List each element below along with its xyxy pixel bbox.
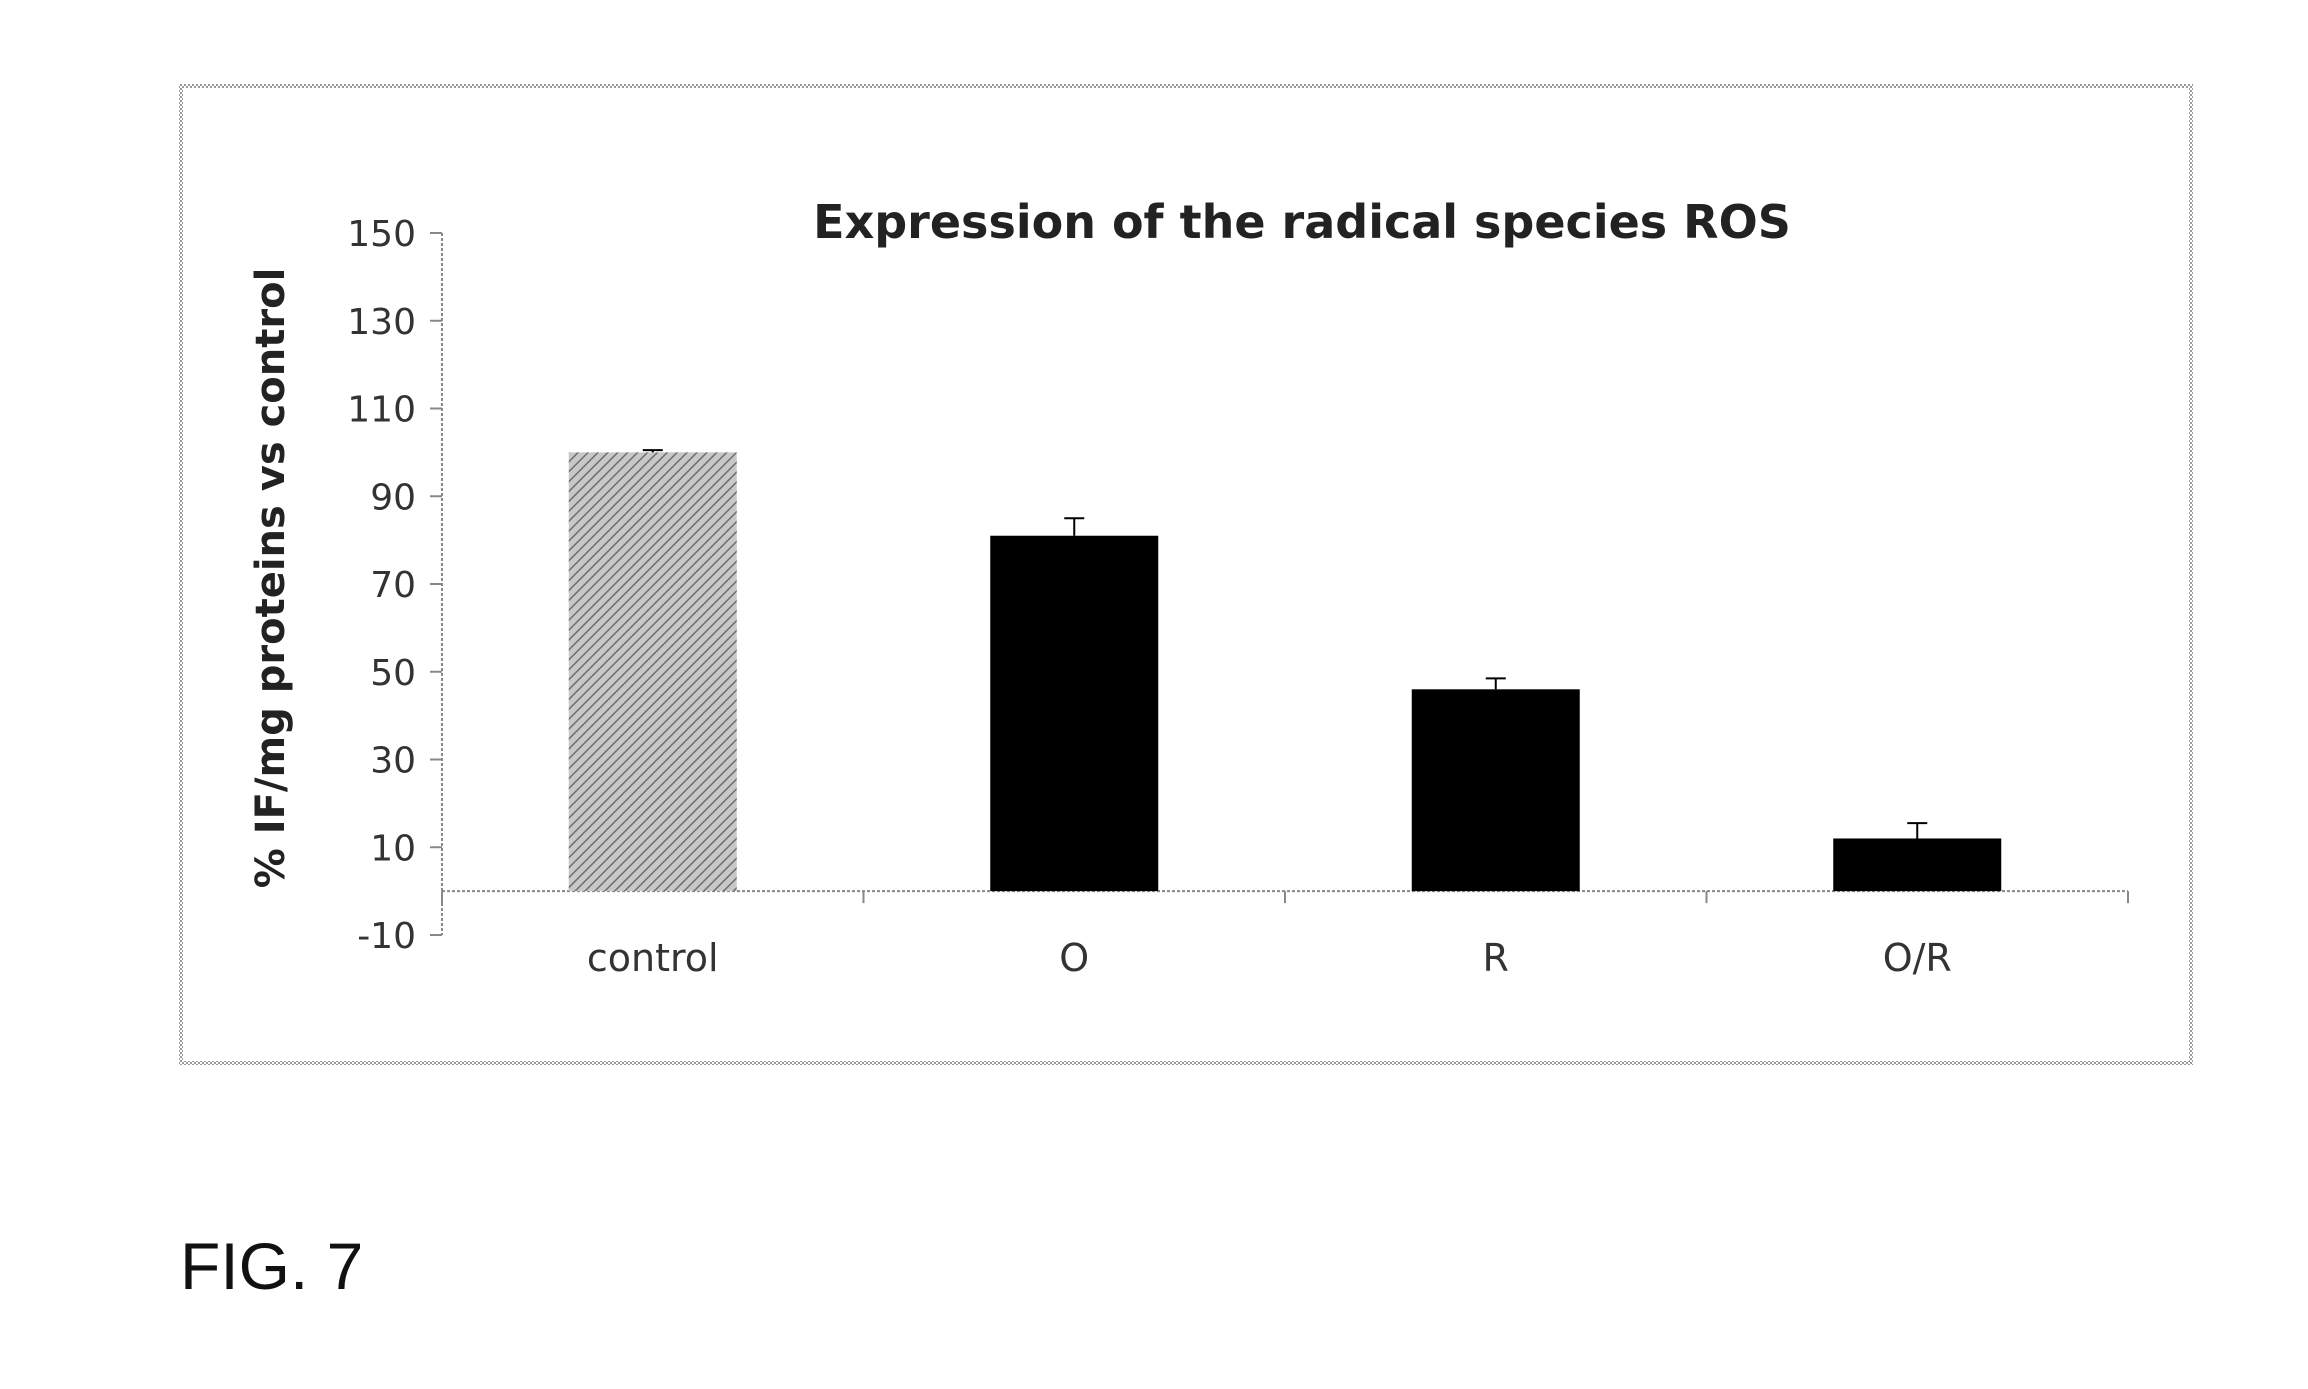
figure-label: FIG. 7: [180, 1228, 363, 1304]
error-bars: [643, 450, 1928, 838]
bar-o: [990, 536, 1158, 891]
category-label: R: [1483, 936, 1509, 980]
bar-control: [569, 452, 737, 891]
category-label: control: [587, 936, 719, 980]
bar-o-r: [1833, 838, 2001, 891]
y-tick-label: 10: [370, 828, 416, 869]
y-tick-label: 30: [370, 741, 416, 782]
category-label: O: [1059, 936, 1089, 980]
y-tick-label: -10: [357, 916, 416, 957]
y-tick-label: 150: [347, 214, 416, 255]
y-axis-label: % IF/mg proteins vs control: [248, 268, 294, 889]
y-tick-label: 90: [370, 477, 416, 518]
bars: [569, 452, 2002, 891]
y-axis: -10 10 30 50 70 90 110 130 150: [347, 214, 442, 957]
category-labels: control O R O/R: [587, 936, 1952, 980]
y-tick-label: 130: [347, 302, 416, 343]
x-axis: [442, 891, 2128, 903]
category-label: O/R: [1883, 936, 1952, 980]
y-tick-label: 110: [347, 390, 416, 431]
y-tick-label: 50: [370, 653, 416, 694]
y-tick-label: 70: [370, 565, 416, 606]
bar-r: [1412, 689, 1580, 891]
chart-title: Expression of the radical species ROS: [813, 195, 1791, 249]
